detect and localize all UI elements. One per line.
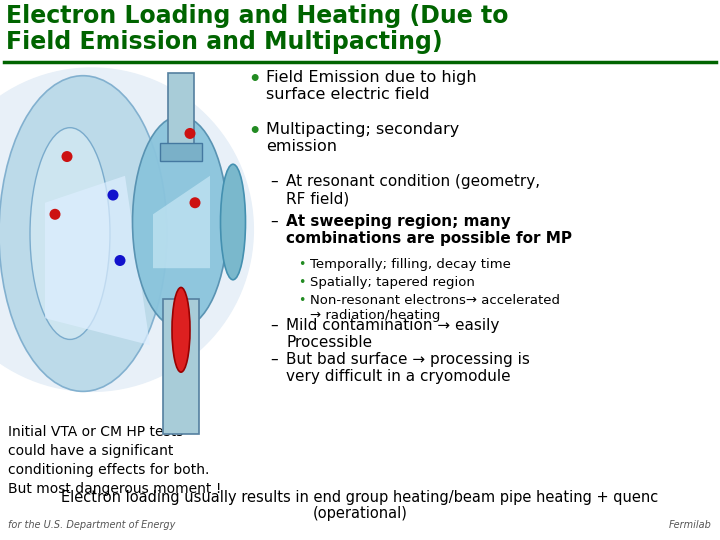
Text: Multipacting; secondary
emission: Multipacting; secondary emission	[266, 122, 459, 154]
Text: •: •	[298, 276, 305, 289]
Text: Electron Loading and Heating (Due to: Electron Loading and Heating (Due to	[6, 4, 508, 28]
Text: Non-resonant electrons→ accelerated
→ radiation/heating: Non-resonant electrons→ accelerated → ra…	[310, 294, 560, 322]
Ellipse shape	[132, 116, 228, 328]
Text: Electron loading usually results in end group heating/beam pipe heating + quenc: Electron loading usually results in end …	[61, 490, 659, 505]
Text: for the U.S. Department of Energy: for the U.S. Department of Energy	[8, 520, 176, 530]
Text: –: –	[270, 352, 278, 367]
Circle shape	[0, 68, 253, 392]
Circle shape	[184, 128, 196, 139]
Polygon shape	[153, 176, 210, 268]
Text: (operational): (operational)	[312, 506, 408, 521]
Text: •: •	[248, 122, 261, 141]
Text: Spatially; tapered region: Spatially; tapered region	[310, 276, 475, 289]
FancyBboxPatch shape	[160, 143, 202, 161]
Text: Field Emission due to high
surface electric field: Field Emission due to high surface elect…	[266, 70, 477, 103]
Text: •: •	[248, 70, 261, 89]
Text: –: –	[270, 214, 278, 229]
FancyBboxPatch shape	[168, 73, 194, 148]
Ellipse shape	[172, 287, 190, 372]
Text: At sweeping region; many
combinations are possible for MP: At sweeping region; many combinations ar…	[286, 214, 572, 246]
Text: Temporally; filling, decay time: Temporally; filling, decay time	[310, 258, 511, 271]
Text: At resonant condition (geometry,
RF field): At resonant condition (geometry, RF fiel…	[286, 174, 540, 206]
Text: Fermilab: Fermilab	[669, 520, 712, 530]
Circle shape	[114, 255, 125, 266]
Text: •: •	[298, 294, 305, 307]
Circle shape	[50, 209, 60, 220]
Ellipse shape	[0, 76, 167, 392]
Text: Mild contamination → easily
Processible: Mild contamination → easily Processible	[286, 318, 500, 350]
Text: •: •	[298, 258, 305, 271]
Ellipse shape	[220, 164, 246, 280]
Text: –: –	[270, 318, 278, 333]
FancyBboxPatch shape	[163, 299, 199, 434]
Text: Field Emission and Multipacting): Field Emission and Multipacting)	[6, 30, 443, 54]
Ellipse shape	[30, 127, 110, 340]
Circle shape	[61, 151, 73, 162]
Text: –: –	[270, 174, 278, 189]
Circle shape	[107, 190, 119, 200]
Text: But bad surface → processing is
very difficult in a cryomodule: But bad surface → processing is very dif…	[286, 352, 530, 384]
Circle shape	[189, 197, 200, 208]
Polygon shape	[45, 176, 150, 345]
Text: Initial VTA or CM HP tests
could have a significant
conditioning effects for bot: Initial VTA or CM HP tests could have a …	[8, 425, 221, 496]
